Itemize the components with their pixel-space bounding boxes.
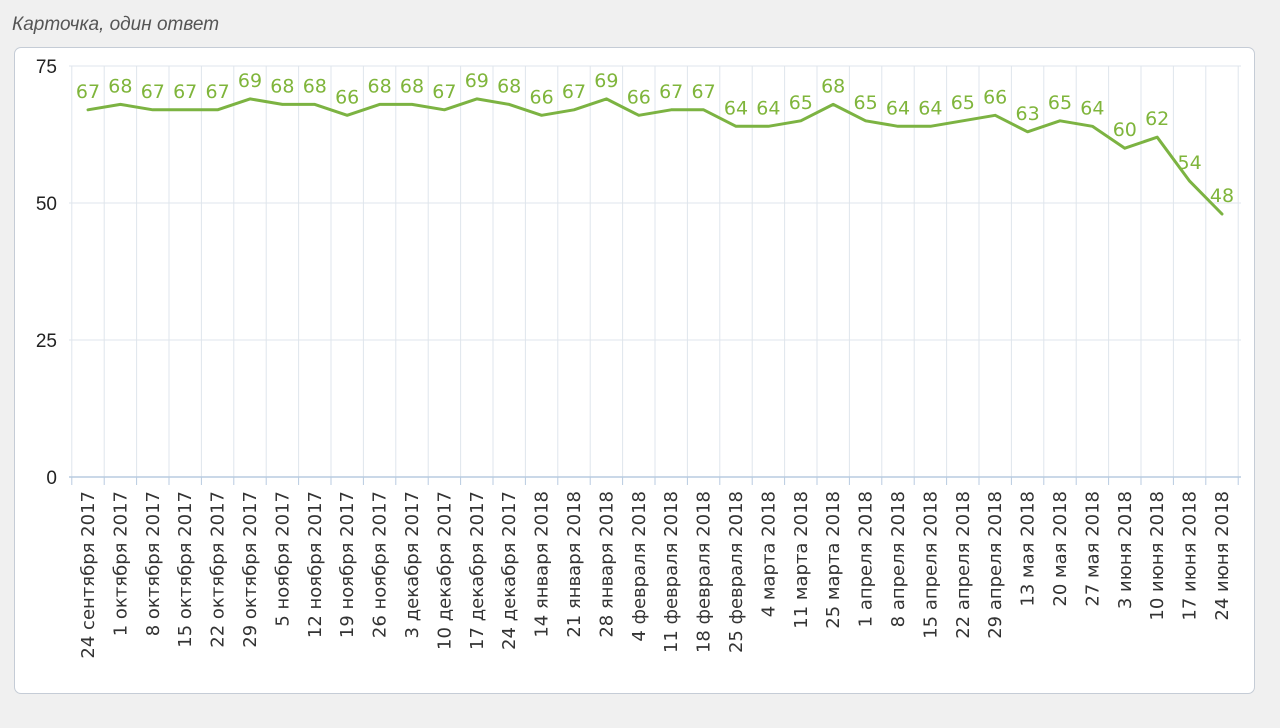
x-tick-label: 1 октября 2017 bbox=[110, 491, 131, 636]
data-label: 67 bbox=[173, 81, 197, 103]
data-label: 67 bbox=[76, 81, 100, 103]
x-tick-label: 8 октября 2017 bbox=[143, 491, 164, 636]
x-tick-label: 8 апреля 2018 bbox=[888, 491, 909, 627]
x-tick-label: 19 ноября 2017 bbox=[337, 491, 358, 638]
x-tick-label: 25 марта 2018 bbox=[823, 491, 844, 629]
x-tick-label: 3 декабря 2017 bbox=[402, 491, 423, 638]
x-tick-label: 10 июня 2018 bbox=[1147, 491, 1168, 621]
x-tick-label: 22 апреля 2018 bbox=[953, 491, 974, 639]
series-layer bbox=[86, 97, 1224, 216]
data-label: 64 bbox=[918, 97, 942, 119]
data-label: 66 bbox=[335, 86, 359, 108]
x-tick-label: 20 мая 2018 bbox=[1050, 491, 1071, 607]
x-tick-label: 12 ноября 2017 bbox=[305, 491, 326, 638]
data-label: 68 bbox=[821, 75, 845, 97]
x-tick-label: 17 июня 2018 bbox=[1180, 491, 1201, 621]
x-tick-label: 13 мая 2018 bbox=[1018, 491, 1039, 607]
x-tick-label: 15 октября 2017 bbox=[175, 491, 196, 648]
x-tick-label: 4 февраля 2018 bbox=[629, 491, 650, 642]
data-label: 68 bbox=[400, 75, 424, 97]
data-label: 69 bbox=[594, 70, 618, 92]
x-tick-label: 11 февраля 2018 bbox=[661, 491, 682, 653]
data-label: 68 bbox=[108, 75, 132, 97]
data-label: 66 bbox=[983, 86, 1007, 108]
x-tick-layer: 24 сентября 2017 1 октября 2017 8 октября … bbox=[78, 491, 1233, 659]
y-tick-layer: 0 25 50 75 bbox=[36, 57, 57, 489]
x-tick-label: 24 сентября 2017 bbox=[78, 491, 99, 659]
data-label: 67 bbox=[659, 81, 683, 103]
data-label: 54 bbox=[1178, 152, 1202, 174]
data-label: 64 bbox=[1080, 97, 1104, 119]
data-label: 48 bbox=[1210, 185, 1234, 207]
x-tick-label: 1 апреля 2018 bbox=[856, 491, 877, 627]
x-tick-label: 27 мая 2018 bbox=[1082, 491, 1103, 607]
x-tick-label: 26 ноября 2017 bbox=[370, 491, 391, 638]
data-label: 67 bbox=[692, 81, 716, 103]
data-label: 65 bbox=[951, 92, 975, 114]
x-tick-label: 14 января 2018 bbox=[532, 491, 553, 638]
x-tick-label: 24 декабря 2017 bbox=[499, 491, 520, 650]
data-label: 60 bbox=[1113, 119, 1137, 141]
x-tick-label: 10 декабря 2017 bbox=[434, 491, 455, 650]
x-tick-label: 3 июня 2018 bbox=[1115, 491, 1136, 609]
grid-layer bbox=[69, 65, 1241, 477]
data-label: 68 bbox=[270, 75, 294, 97]
data-label: 69 bbox=[238, 70, 262, 92]
x-tick-label: 24 июня 2018 bbox=[1212, 491, 1233, 621]
data-label: 66 bbox=[530, 86, 554, 108]
data-label: 64 bbox=[724, 97, 748, 119]
x-tick-label: 22 октября 2017 bbox=[208, 491, 229, 648]
x-tick-label: 5 ноября 2017 bbox=[272, 491, 293, 627]
x-tick-label: 15 апреля 2018 bbox=[920, 491, 941, 639]
data-label: 65 bbox=[854, 92, 878, 114]
y-tick-label: 50 bbox=[36, 194, 57, 215]
x-tick-label: 29 октября 2017 bbox=[240, 491, 261, 648]
data-label: 66 bbox=[627, 86, 651, 108]
data-label: 65 bbox=[789, 92, 813, 114]
data-label: 67 bbox=[562, 81, 586, 103]
data-label: 65 bbox=[1048, 92, 1072, 114]
chart-card: 67 68 67 67 67 69 68 68 66 68 68 67 69 68 66 67 69 66 67 67… bbox=[14, 47, 1255, 694]
y-tick-label: 75 bbox=[36, 57, 57, 78]
y-tick-label: 0 bbox=[46, 468, 57, 489]
axis-layer bbox=[69, 476, 1241, 485]
data-label: 67 bbox=[206, 81, 230, 103]
data-label: 68 bbox=[497, 75, 521, 97]
x-tick-label: 17 декабря 2017 bbox=[467, 491, 488, 650]
series-line bbox=[86, 97, 1224, 216]
data-label: 63 bbox=[1016, 103, 1040, 125]
data-label: 64 bbox=[756, 97, 780, 119]
line-chart: 67 68 67 67 67 69 68 68 66 68 68 67 69 68 66 67 69 66 67 67… bbox=[36, 57, 1241, 659]
x-tick-label: 29 апреля 2018 bbox=[985, 491, 1006, 639]
y-tick-label: 25 bbox=[36, 331, 57, 352]
data-label: 67 bbox=[432, 81, 456, 103]
data-label: 68 bbox=[303, 75, 327, 97]
x-tick-label: 25 февраля 2018 bbox=[726, 491, 747, 653]
data-label-layer: 67 68 67 67 67 69 68 68 66 68 68 67 69 68 66 67 69 66 67 67… bbox=[76, 70, 1234, 207]
data-label: 64 bbox=[886, 97, 910, 119]
x-tick-label: 4 марта 2018 bbox=[758, 491, 779, 617]
x-tick-label: 21 января 2018 bbox=[564, 491, 585, 638]
chart-caption: Карточка, один ответ bbox=[12, 14, 220, 35]
x-tick-label: 28 января 2018 bbox=[596, 491, 617, 638]
data-label: 69 bbox=[465, 70, 489, 92]
data-label: 62 bbox=[1145, 108, 1169, 130]
x-tick-label: 18 февраля 2018 bbox=[694, 491, 715, 653]
data-label: 67 bbox=[141, 81, 165, 103]
x-tick-label: 11 марта 2018 bbox=[791, 491, 812, 629]
data-label: 68 bbox=[368, 75, 392, 97]
